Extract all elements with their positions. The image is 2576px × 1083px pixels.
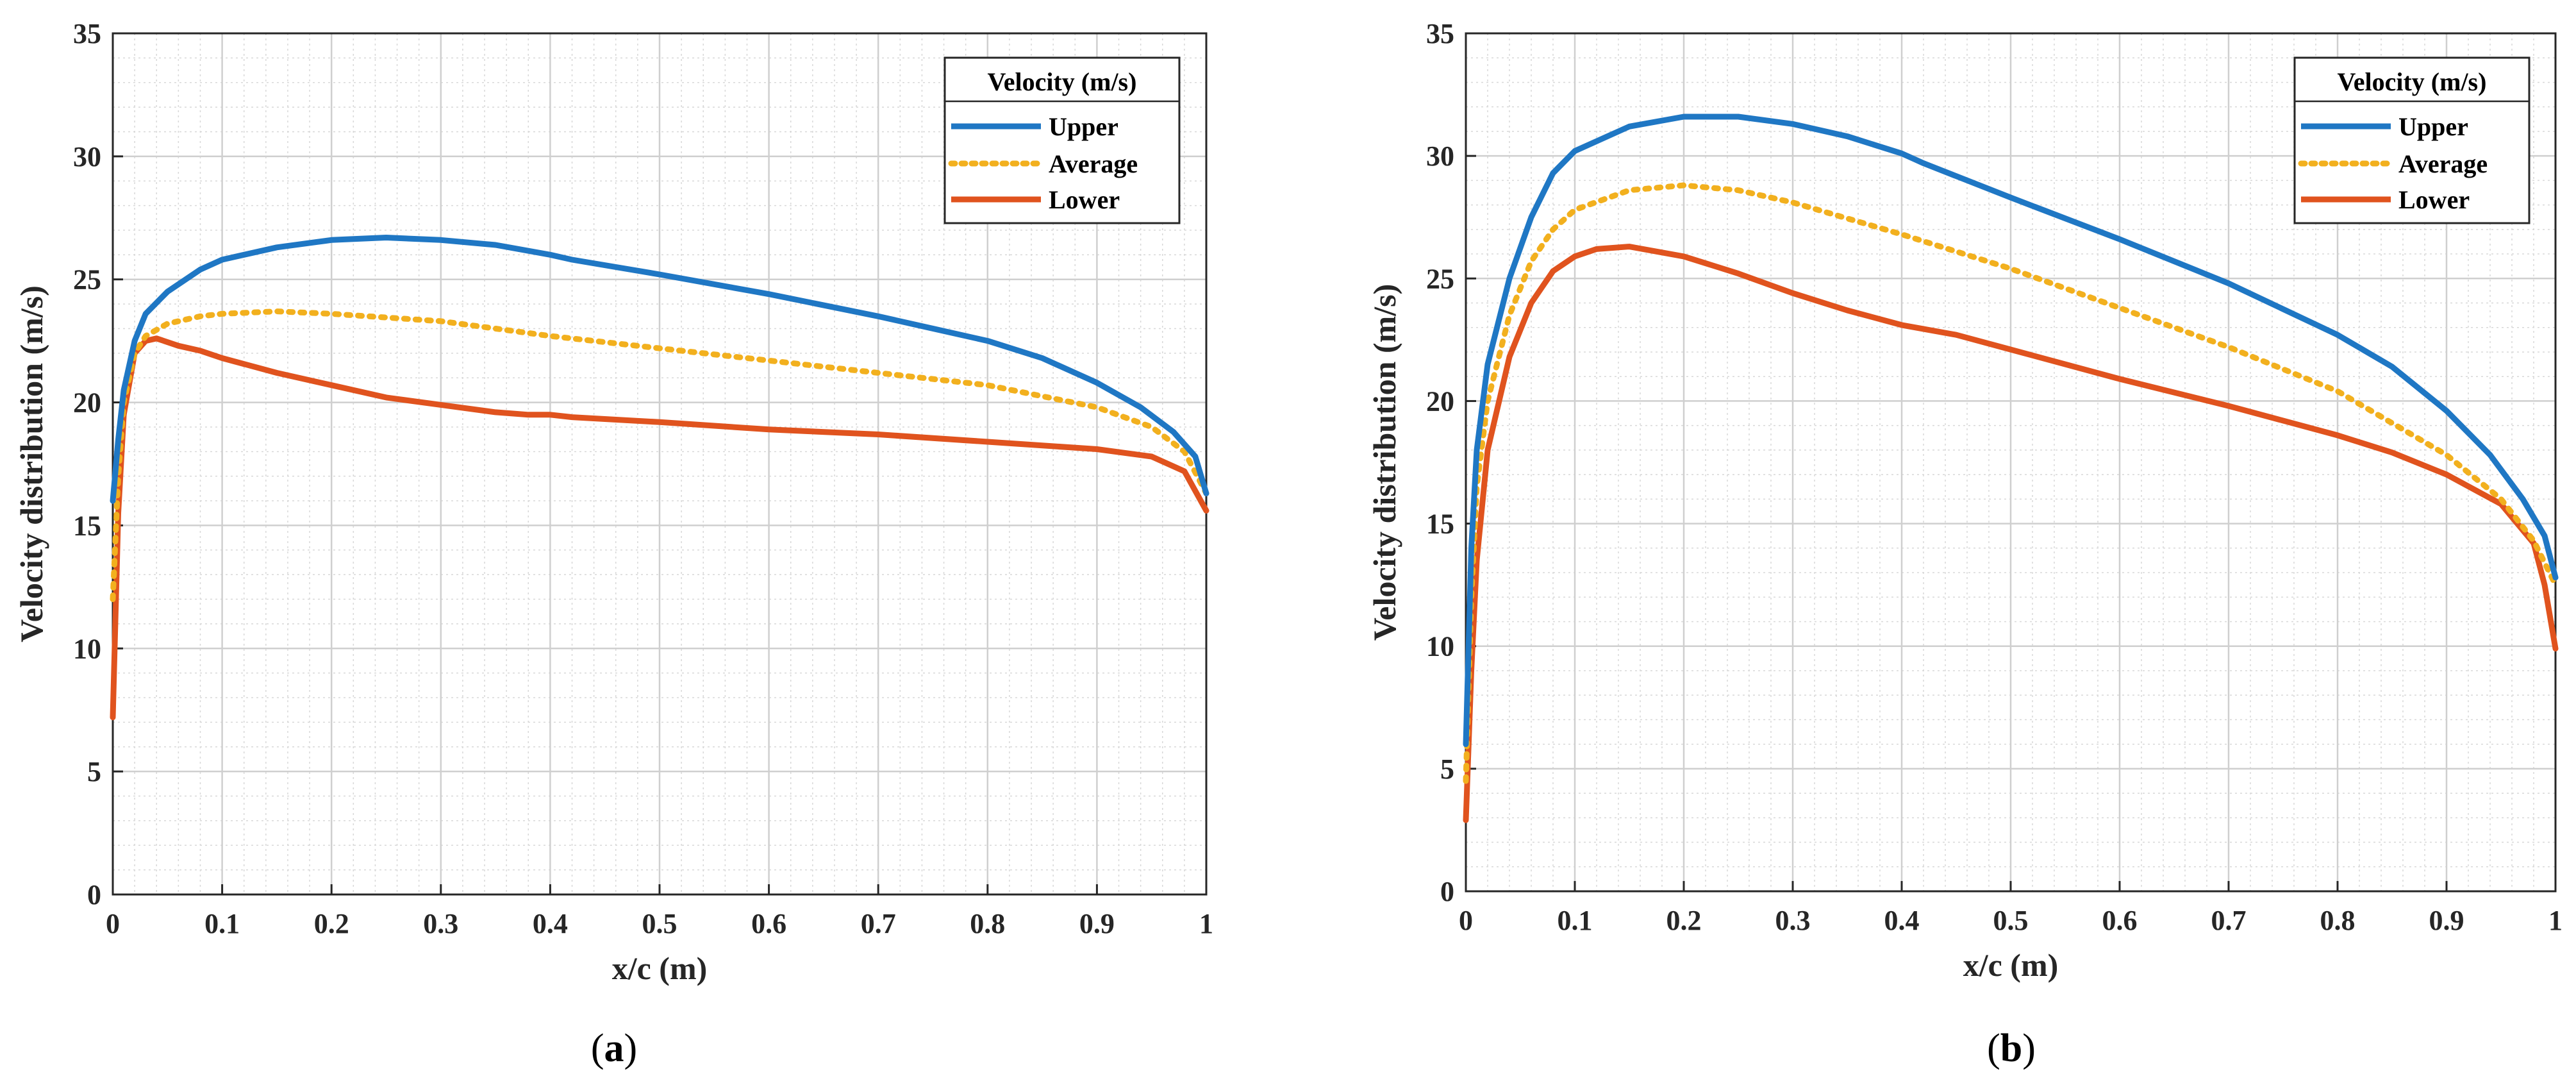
tick-labels: 0 0.1 0.2 0.3 0.4 0.5 0.6 0.7 0.8 0.9 105101520253… bbox=[73, 18, 1213, 939]
legend-b: Velocity (m/s) Upper Average Lower bbox=[2293, 56, 2530, 224]
x-axis-label: x/c (m) bbox=[612, 950, 708, 986]
x-tick-label: 0.3 bbox=[423, 908, 458, 939]
legend-label-average: Average bbox=[1049, 149, 1138, 178]
legend-title: Velocity (m/s) bbox=[988, 67, 1137, 96]
legend-a: Velocity (m/s) Upper Average Lower bbox=[943, 56, 1181, 224]
y-tick-label: 10 bbox=[73, 633, 101, 664]
x-tick-label: 0.2 bbox=[314, 908, 349, 939]
tick-labels: 0 0.1 0.2 0.3 0.4 0.5 0.6 0.7 0.8 0.9 105101520253… bbox=[1426, 18, 2563, 936]
y-tick-label: 15 bbox=[73, 510, 101, 541]
x-tick-label: 0.5 bbox=[1993, 905, 2029, 936]
x-tick-label: 0.4 bbox=[1884, 905, 1920, 936]
legend-label-upper: Upper bbox=[2398, 112, 2468, 141]
series-line-average bbox=[1463, 182, 2559, 784]
x-tick-label: 0.8 bbox=[970, 908, 1005, 939]
x-tick-label: 0.4 bbox=[533, 908, 568, 939]
y-tick-label: 30 bbox=[73, 141, 101, 172]
y-tick-label: 35 bbox=[1426, 18, 1454, 49]
x-tick-label: 0.2 bbox=[1666, 905, 1702, 936]
series-line-lower bbox=[110, 335, 1209, 721]
panel-b: 0 0.1 0.2 0.3 0.4 0.5 0.6 0.7 0.8 0.9 105101520253… bbox=[1367, 18, 2563, 983]
panel-a: 0 0.1 0.2 0.3 0.4 0.5 0.6 0.7 0.8 0.9 105101520253… bbox=[13, 18, 1213, 986]
legend-label-average: Average bbox=[2398, 149, 2488, 178]
x-tick-label: 0.5 bbox=[642, 908, 677, 939]
x-tick-label: 0.1 bbox=[1558, 905, 1593, 936]
y-tick-label: 35 bbox=[73, 18, 101, 49]
x-tick-label: 0 bbox=[1459, 905, 1473, 936]
series-line-average bbox=[110, 308, 1209, 602]
x-tick-label: 0.6 bbox=[751, 908, 786, 939]
x-axis-label: x/c (m) bbox=[1963, 947, 2059, 983]
caption-a: (a) bbox=[591, 1027, 637, 1070]
series-line-lower bbox=[1463, 244, 2559, 823]
series-line-upper bbox=[110, 235, 1209, 504]
y-tick-label: 10 bbox=[1426, 631, 1454, 662]
y-tick-label: 0 bbox=[87, 879, 101, 911]
x-tick-label: 0.7 bbox=[2211, 905, 2247, 936]
x-tick-label: 1 bbox=[1199, 908, 1213, 939]
x-tick-label: 0.9 bbox=[1079, 908, 1115, 939]
y-tick-label: 20 bbox=[1426, 385, 1454, 417]
x-tick-label: 0.3 bbox=[1775, 905, 1811, 936]
y-tick-label: 20 bbox=[73, 387, 101, 419]
y-tick-label: 25 bbox=[1426, 263, 1454, 294]
x-tick-label: 0.6 bbox=[2102, 905, 2138, 936]
series-line-upper bbox=[1463, 113, 2559, 748]
legend-label-lower: Lower bbox=[2398, 185, 2470, 214]
y-tick-label: 15 bbox=[1426, 508, 1454, 540]
y-tick-label: 5 bbox=[87, 756, 101, 787]
y-tick-label: 30 bbox=[1426, 140, 1454, 172]
y-axis-label: Velocity distribution (m/s) bbox=[1367, 284, 1402, 641]
x-tick-label: 0.1 bbox=[204, 908, 240, 939]
x-tick-label: 1 bbox=[2548, 905, 2563, 936]
y-tick-label: 0 bbox=[1440, 876, 1454, 907]
x-tick-label: 0.9 bbox=[2429, 905, 2464, 936]
caption-b: (b) bbox=[1987, 1027, 2036, 1070]
legend-label-upper: Upper bbox=[1049, 112, 1118, 141]
y-tick-label: 5 bbox=[1440, 753, 1454, 785]
y-tick-label: 25 bbox=[73, 264, 101, 296]
x-tick-label: 0.7 bbox=[861, 908, 896, 939]
y-axis-label: Velocity distribution (m/s) bbox=[13, 285, 49, 642]
legend-title: Velocity (m/s) bbox=[2338, 67, 2487, 96]
x-tick-label: 0.8 bbox=[2320, 905, 2356, 936]
x-tick-label: 0 bbox=[106, 908, 120, 939]
legend-label-lower: Lower bbox=[1049, 185, 1120, 214]
